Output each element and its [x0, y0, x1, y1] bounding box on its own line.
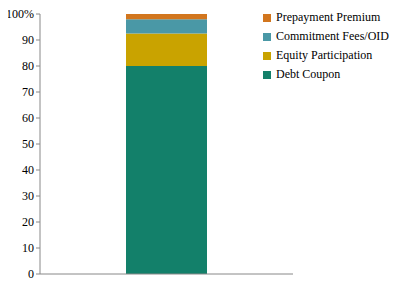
svg-text:100%: 100% [8, 7, 34, 21]
svg-text:10: 10 [22, 241, 34, 255]
svg-text:0: 0 [28, 267, 34, 280]
svg-text:70: 70 [22, 85, 34, 99]
svg-text:90: 90 [22, 33, 34, 47]
svg-text:20: 20 [22, 215, 34, 229]
svg-text:40: 40 [22, 163, 34, 177]
html-text:Prepayment Premium: Prepayment Premium [276, 10, 381, 24]
svg-text:80: 80 [22, 59, 34, 73]
svg-text:60: 60 [22, 111, 34, 125]
svg-text:30: 30 [22, 189, 34, 203]
svg-text:50: 50 [22, 137, 34, 151]
html-text:Equity Participation: Equity Participation [276, 48, 373, 62]
html-text:Debt Coupon: Debt Coupon [276, 67, 341, 81]
html-text:Commitment Fees/OID: Commitment Fees/OID [276, 29, 389, 43]
